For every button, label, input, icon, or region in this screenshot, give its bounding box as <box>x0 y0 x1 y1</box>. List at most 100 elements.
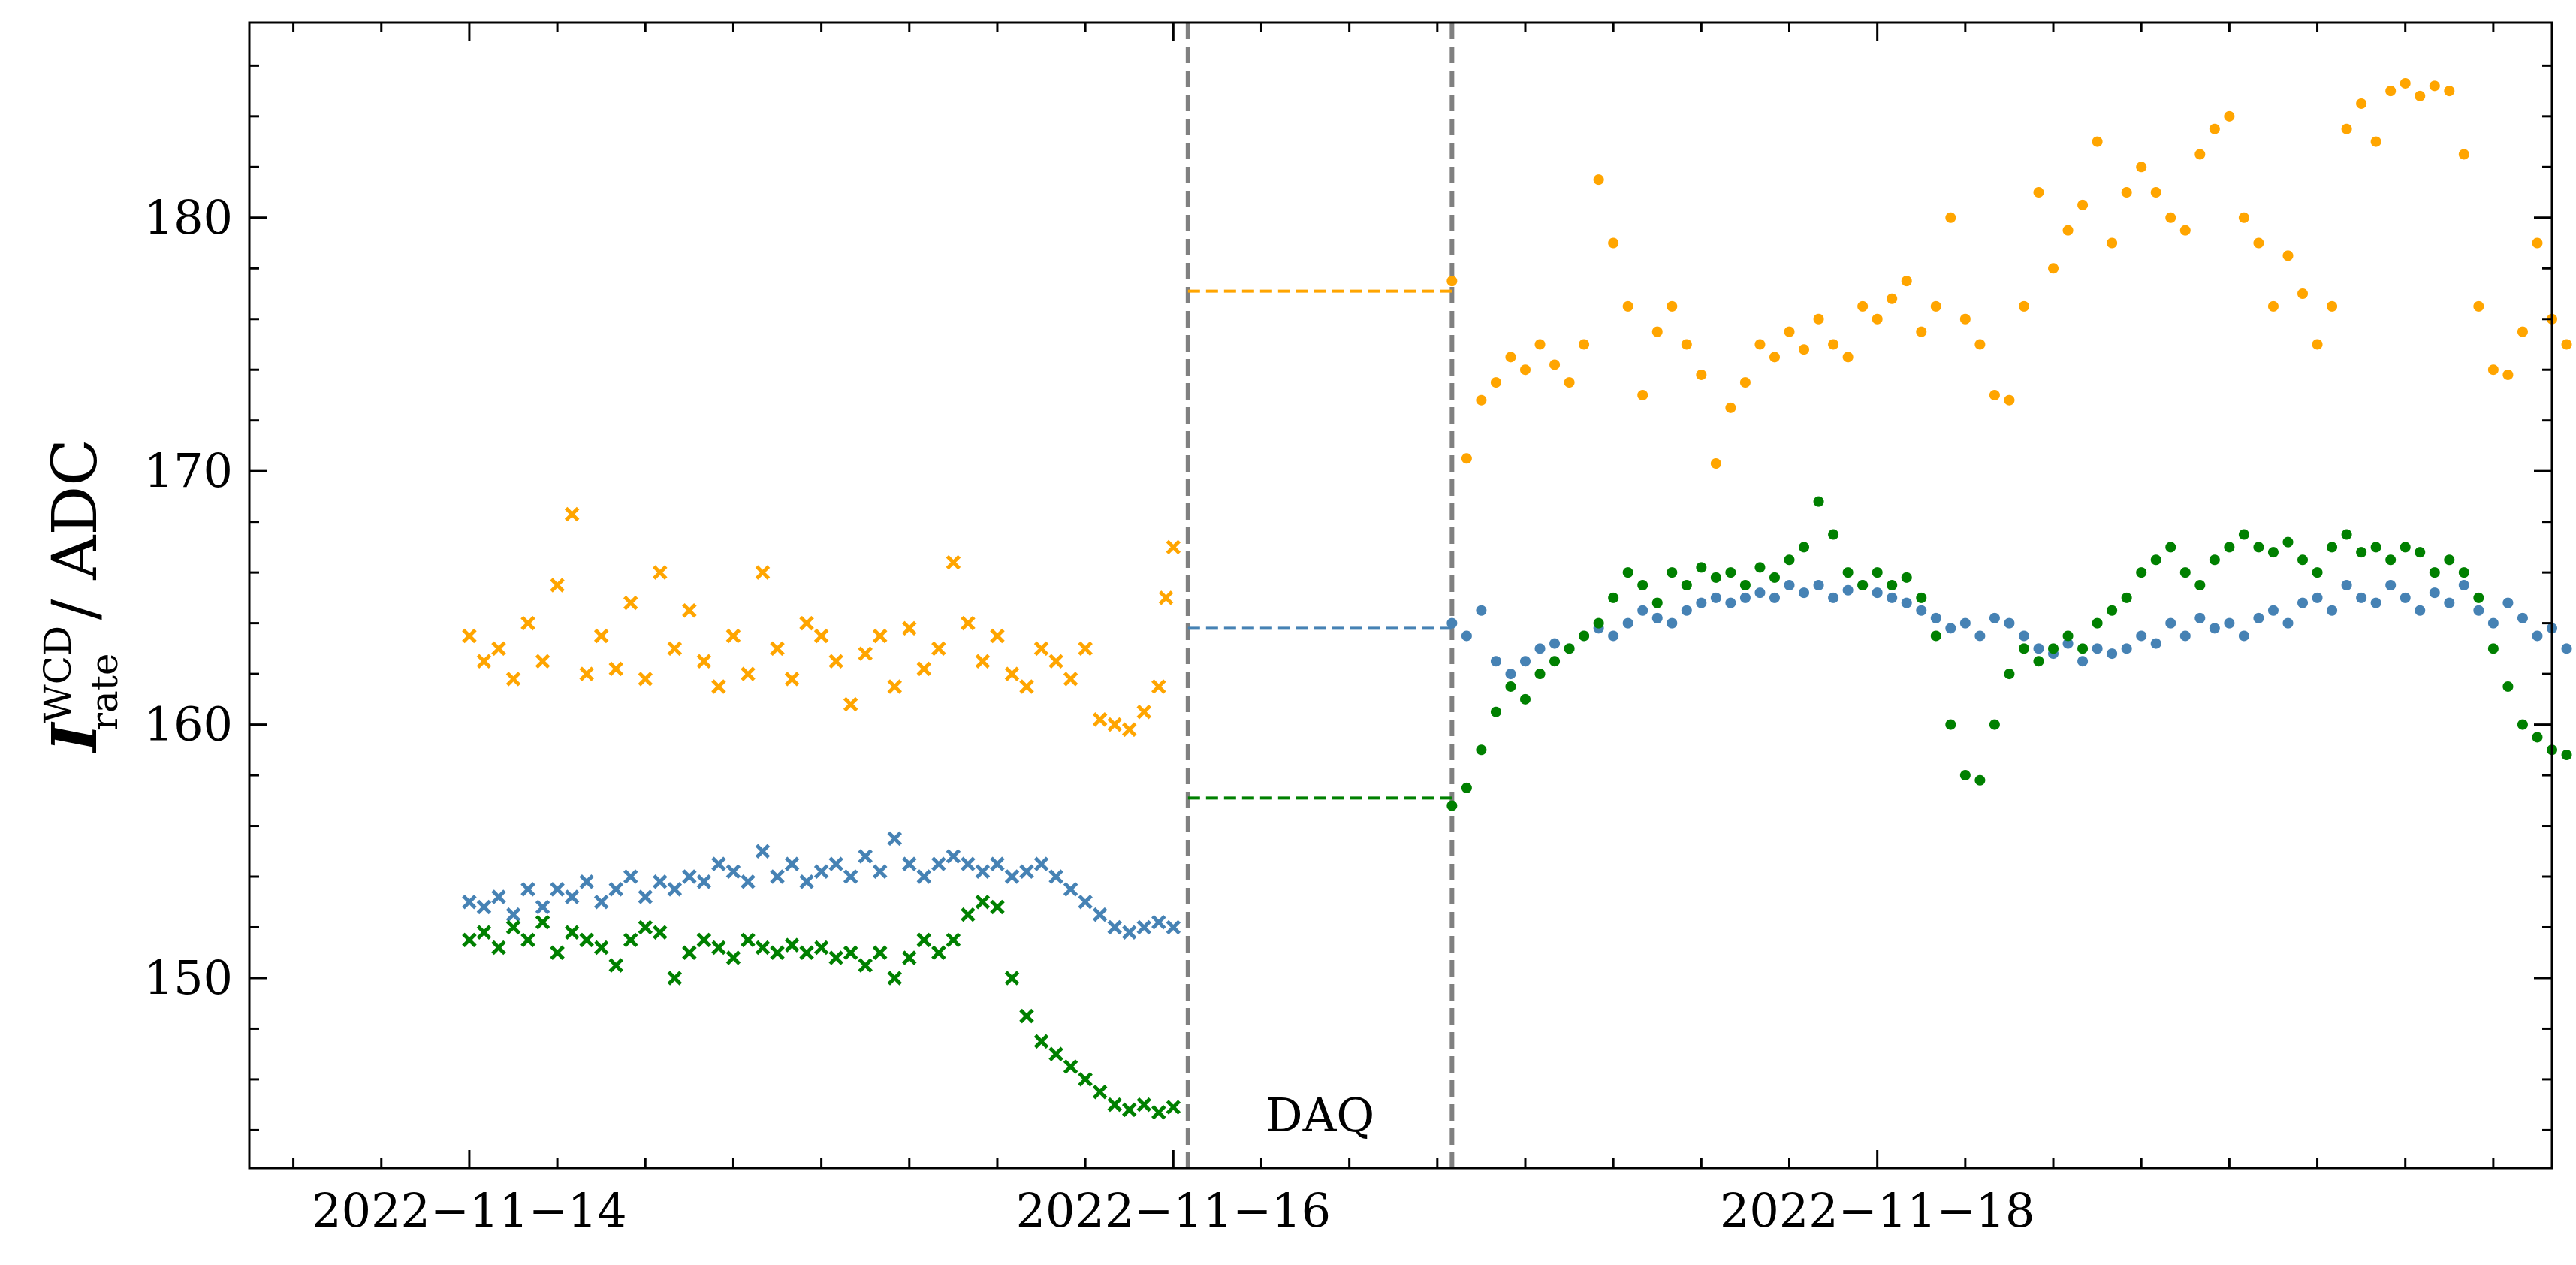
series-3-point <box>1901 572 1912 583</box>
series-2-point <box>1549 638 1561 649</box>
series-2-point <box>1476 605 1487 616</box>
series-2-point <box>1916 605 1927 616</box>
series-3-point <box>2209 554 2220 566</box>
series-2-point <box>520 882 535 897</box>
series-1-point <box>799 615 814 631</box>
series-3-point <box>564 925 580 940</box>
x-tick-label: 2022−11−14 <box>312 1183 626 1238</box>
series-1-point <box>1579 339 1590 350</box>
series-3-point <box>2282 536 2294 548</box>
series-3-point <box>1166 1100 1181 1115</box>
series-2-point <box>1505 669 1516 680</box>
series-3-point <box>1857 580 1869 591</box>
series-3-point <box>2224 542 2235 553</box>
series-1-point <box>638 672 653 687</box>
series-3-point <box>2473 592 2484 603</box>
series-1-point <box>2327 300 2338 312</box>
series-2-point <box>2282 617 2294 629</box>
series-2-point <box>1637 605 1648 616</box>
series-1-point <box>1916 326 1927 337</box>
series-1-point <box>2048 263 2059 274</box>
series-1-point <box>1158 590 1174 605</box>
series-3-point <box>1725 567 1736 578</box>
series-2-point <box>916 869 932 884</box>
series-3-point <box>535 914 550 930</box>
series-2-point <box>2004 617 2015 629</box>
y-tick-label: 150 <box>144 950 233 1005</box>
series-3-point <box>1651 597 1663 608</box>
series-1-point <box>1019 679 1034 694</box>
series-3-point <box>491 940 506 956</box>
series-1-point <box>2238 212 2249 223</box>
series-1-point <box>2282 250 2294 261</box>
series-3-point <box>2356 547 2367 558</box>
series-1-point <box>1681 339 1692 350</box>
y-axis-label: IWCDrate / ADC <box>36 439 126 753</box>
series-2-point <box>1136 919 1152 935</box>
series-1-point <box>2502 369 2514 380</box>
y-tick-label: 170 <box>144 443 233 498</box>
series-2-point <box>931 856 946 871</box>
series-2 <box>462 580 2572 940</box>
series-2-point <box>2018 630 2029 642</box>
series-1-point <box>462 628 477 644</box>
series-2-point <box>579 874 594 889</box>
series-3-point <box>638 919 653 935</box>
series-3-point <box>1063 1059 1078 1074</box>
series-2-point <box>1519 656 1531 667</box>
series-3-point <box>1813 496 1824 507</box>
series-1-point <box>1857 300 1869 312</box>
series-1-point <box>1461 453 1472 464</box>
series-3-point <box>682 945 697 960</box>
series-1-point <box>1637 389 1648 400</box>
series-2-point <box>1667 617 1678 629</box>
series-2-point <box>1989 612 2000 623</box>
series-1-point <box>1989 389 2000 400</box>
series-3 <box>462 496 2572 1120</box>
series-3-point <box>755 940 771 956</box>
series-2-point <box>2194 612 2206 623</box>
series-2-point <box>2561 643 2572 654</box>
series-1-point <box>1092 712 1108 727</box>
series-2-point <box>1048 869 1063 884</box>
series-1-point <box>2444 86 2455 97</box>
series-3-point <box>1151 1105 1166 1120</box>
series-1-point <box>1901 276 1912 287</box>
series-3-point <box>1004 971 1020 986</box>
series-2-point <box>770 869 785 884</box>
series-2-point <box>2092 643 2103 654</box>
series-3-point <box>2018 643 2029 654</box>
series-3-point <box>2385 554 2397 566</box>
series-1-point <box>916 661 932 677</box>
series-2-point <box>799 874 814 889</box>
series-1-point <box>2312 339 2323 350</box>
series-3-point <box>799 945 814 960</box>
series-2-point <box>535 899 550 915</box>
y-label-subscript: rate <box>83 653 126 730</box>
series-2-point <box>1166 919 1181 935</box>
series-1-point <box>1519 364 1531 376</box>
series-3-point <box>1476 744 1487 756</box>
series-3-point <box>2561 750 2572 761</box>
series-2-point <box>593 894 609 910</box>
series-1-point <box>1107 717 1122 732</box>
series-1-point <box>1505 352 1516 363</box>
series-2-point <box>550 882 565 897</box>
series-1-point <box>2209 123 2220 134</box>
series-3-point <box>2532 732 2543 743</box>
series-3-point <box>1033 1034 1049 1049</box>
series-3-point <box>1048 1046 1063 1061</box>
series-1-point <box>1048 654 1063 669</box>
series-2-point <box>2341 580 2352 591</box>
series-2-point <box>741 874 756 889</box>
series-1-point <box>2400 77 2411 89</box>
series-3-point <box>1549 656 1561 667</box>
series-3-point <box>902 950 917 965</box>
series-3-point <box>2165 542 2176 553</box>
series-2-point <box>2165 617 2176 629</box>
series-3-point <box>2341 529 2352 540</box>
series-1-point <box>2473 300 2484 312</box>
series-3-point <box>1608 592 1619 603</box>
series-1-point <box>2107 237 2118 249</box>
series-3-point <box>1519 693 1531 705</box>
